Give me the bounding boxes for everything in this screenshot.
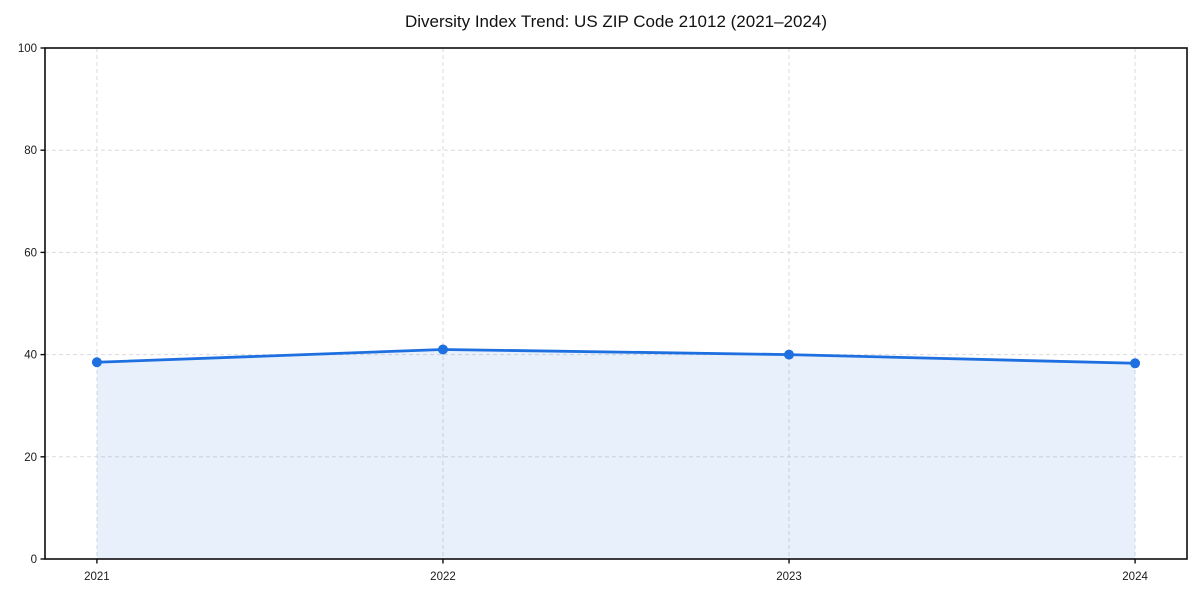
area-fill <box>96 349 1136 559</box>
y-tick-label: 20 <box>24 452 37 464</box>
y-tick-label: 100 <box>18 43 37 55</box>
axes-layer: 0 20 40 60 80 100 2021 2022 2023 2024 <box>18 43 1188 583</box>
gridlines-layer <box>45 48 1187 559</box>
y-tick-label: 60 <box>24 247 37 259</box>
plot-border <box>44 47 1188 560</box>
data-point-2024 <box>1130 358 1141 369</box>
data-point-2022 <box>437 344 448 355</box>
x-tick-label: 2023 <box>776 571 802 583</box>
x-tick-label: 2022 <box>430 571 456 583</box>
series-layer <box>91 344 1141 559</box>
data-point-2023 <box>784 349 795 360</box>
x-tick-label: 2021 <box>84 571 110 583</box>
trend-line <box>95 348 1137 365</box>
y-tick-label: 0 <box>31 554 37 566</box>
y-tick-label: 40 <box>24 350 37 362</box>
data-point-2021 <box>91 357 102 368</box>
x-tick-label: 2024 <box>1122 571 1148 583</box>
chart-title: Diversity Index Trend: US ZIP Code 21012… <box>405 12 827 31</box>
y-tick-label: 80 <box>24 145 37 157</box>
